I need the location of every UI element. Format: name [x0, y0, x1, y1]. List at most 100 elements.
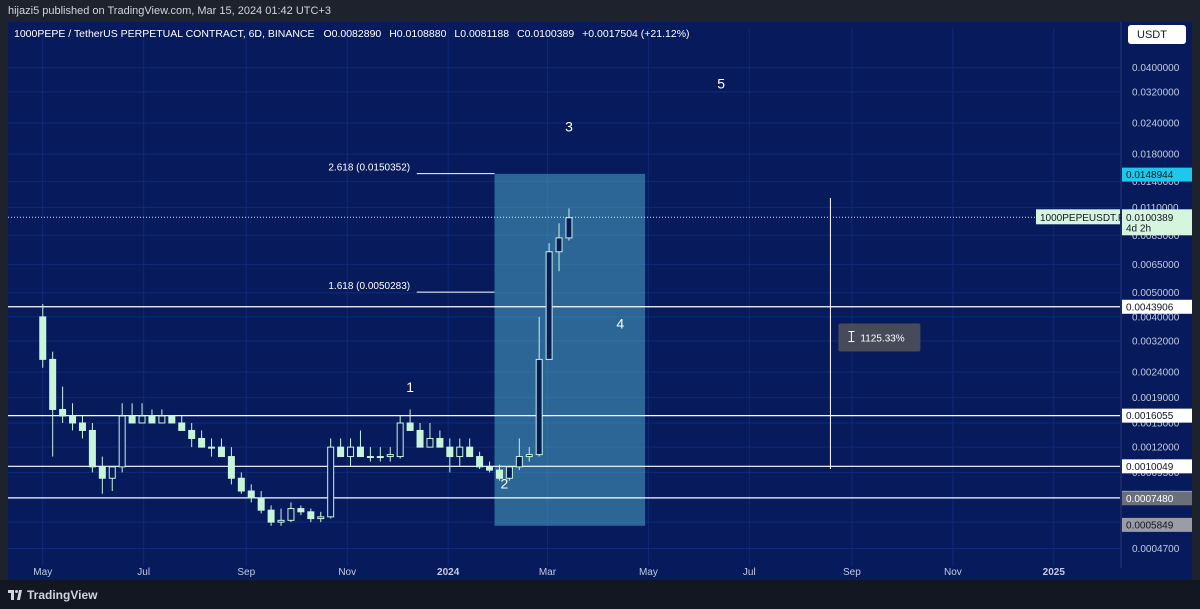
change-value: +0.0017504 (+21.12%) [582, 28, 689, 40]
candle-body-up [545, 251, 553, 360]
candle-body-up [386, 454, 394, 458]
candle-body-down [88, 429, 96, 468]
axis-price-tag [1122, 167, 1192, 182]
fib-level-label: 1.618 (0.0050283) [328, 281, 410, 292]
y-tick-label: 0.0009500 [1132, 468, 1180, 479]
currency-button-label[interactable]: USDT [1137, 29, 1167, 41]
currency-button-bg[interactable] [1128, 25, 1186, 44]
tradingview-logo-icon [8, 590, 22, 600]
x-tick-label: Jul [743, 567, 756, 578]
candle-body-down [168, 415, 176, 424]
candle-body-up [158, 415, 166, 424]
publisher-text: hijazi5 published on TradingView.com, Ma… [8, 5, 331, 17]
x-tick-label: May [639, 567, 658, 578]
symbol-ohlc-legend: 1000PEPE / TetherUS PERPETUAL CONTRACT, … [14, 28, 690, 40]
candle-body-down [69, 415, 77, 424]
candle-body-up [277, 519, 285, 523]
candle-body-down [436, 437, 444, 448]
candle-body-down [237, 477, 245, 492]
measure-label: 1125.33% [860, 334, 904, 345]
x-tick-label: Jul [137, 567, 150, 578]
price-level-tag [1122, 459, 1192, 474]
axis-price-label: 0.0007480 [1126, 494, 1174, 505]
x-tick-label: Mar [539, 567, 557, 578]
candle-body-up [347, 446, 355, 458]
candle-body-down [297, 508, 305, 513]
candle-body-down [257, 497, 265, 511]
candle-body-up [525, 454, 533, 458]
high-value: 0.0108880 [397, 28, 447, 40]
candle-body-down [247, 490, 255, 499]
candle-body-down [495, 469, 503, 479]
chart-area[interactable]: 2.618 (0.0150352) 1.618 (0.0050283) 1 2 3 4 5 1… [8, 22, 1192, 580]
y-tick-label: 0.0032000 [1132, 337, 1180, 348]
candle-body-down [416, 429, 424, 448]
y-tick-label: 0.0110000 [1132, 203, 1179, 214]
candles-layer [39, 208, 573, 526]
wave-label: 2 [501, 475, 509, 491]
axis-price-label: 0.0005849 [1126, 520, 1174, 531]
price-chart[interactable]: 2.618 (0.0150352) 1.618 (0.0050283) 1 2 3 4 5 1… [8, 22, 1192, 580]
candle-body-down [227, 456, 235, 479]
candle-body-up [366, 456, 374, 459]
candle-body-down [49, 358, 57, 410]
candle-body-up [535, 358, 543, 456]
candle-body-down [307, 511, 315, 520]
annotations-layer: 2.618 (0.0150352) 1.618 (0.0050283) 1 2 3 4 5 1… [328, 76, 921, 491]
y-tick-label: 0.0400000 [1132, 63, 1180, 74]
y-tick-label: 0.0320000 [1132, 87, 1180, 98]
candle-body-down [59, 408, 67, 417]
candle-body-down [486, 466, 494, 471]
candle-body-up [208, 446, 216, 449]
currency-button[interactable]: USDT [1128, 25, 1186, 44]
high-label: H [389, 28, 397, 40]
axis-price-label: 0.0148944 [1126, 170, 1174, 181]
fib-level-label: 2.618 (0.0150352) [328, 163, 410, 174]
y-tick-label: 0.0180000 [1132, 150, 1180, 161]
price-level-label: 0.0043906 [1126, 302, 1174, 313]
candle-body-up [456, 446, 464, 458]
wave-label: 5 [717, 76, 725, 92]
candle-body-down [178, 422, 186, 431]
candle-body-up [118, 415, 126, 468]
axis-price-tag [1122, 517, 1192, 532]
x-tick-label: Nov [338, 567, 356, 578]
candle-body-down [446, 446, 454, 458]
y-tick-label: 0.0015000 [1132, 418, 1180, 429]
x-tick-label: 2024 [437, 567, 460, 578]
levels-layer [8, 173, 1120, 499]
candle-body-up [505, 466, 513, 479]
wave-label: 1 [406, 379, 414, 395]
candle-body-down [78, 422, 86, 431]
measure-icon [848, 331, 855, 343]
low-value: 0.0081188 [460, 28, 509, 40]
candle-body-down [217, 446, 225, 458]
price-level-tag [1122, 408, 1192, 423]
candle-body-down [198, 437, 206, 448]
axes-layer: 0.0400000 0.0320000 0.0240000 0.0180000 0.01… [33, 22, 1192, 578]
y-tick-label: 0.0240000 [1132, 118, 1180, 129]
x-tick-label: Nov [944, 567, 962, 578]
y-tick-label: 0.0004700 [1132, 544, 1180, 555]
close-label: C [517, 28, 525, 40]
price-level-label: 0.0016055 [1126, 411, 1174, 422]
footer-bar: TradingView [0, 580, 1200, 609]
candle-body-down [406, 422, 414, 431]
y-tick-label: 0.0012000 [1132, 443, 1180, 454]
tradingview-brand: TradingView [27, 588, 98, 602]
x-tick-label: Sep [843, 567, 861, 578]
candle-body-up [138, 415, 146, 424]
x-tick-label: May [33, 567, 52, 578]
y-tick-label: 0.0140000 [1132, 177, 1180, 188]
candle-body-up [565, 217, 573, 239]
x-tick-label: 2025 [1043, 567, 1066, 578]
current-price-tag [1122, 209, 1192, 236]
candle-body-down [356, 446, 364, 458]
candle-body-up [317, 516, 325, 520]
tradingview-logo[interactable]: TradingView [8, 588, 97, 602]
candle-body-down [188, 429, 196, 439]
open-value: 0.0082890 [332, 28, 382, 40]
x-tick-label: Sep [237, 567, 255, 578]
y-tick-label: 0.0065000 [1132, 260, 1180, 271]
candle-body-down [337, 446, 345, 458]
